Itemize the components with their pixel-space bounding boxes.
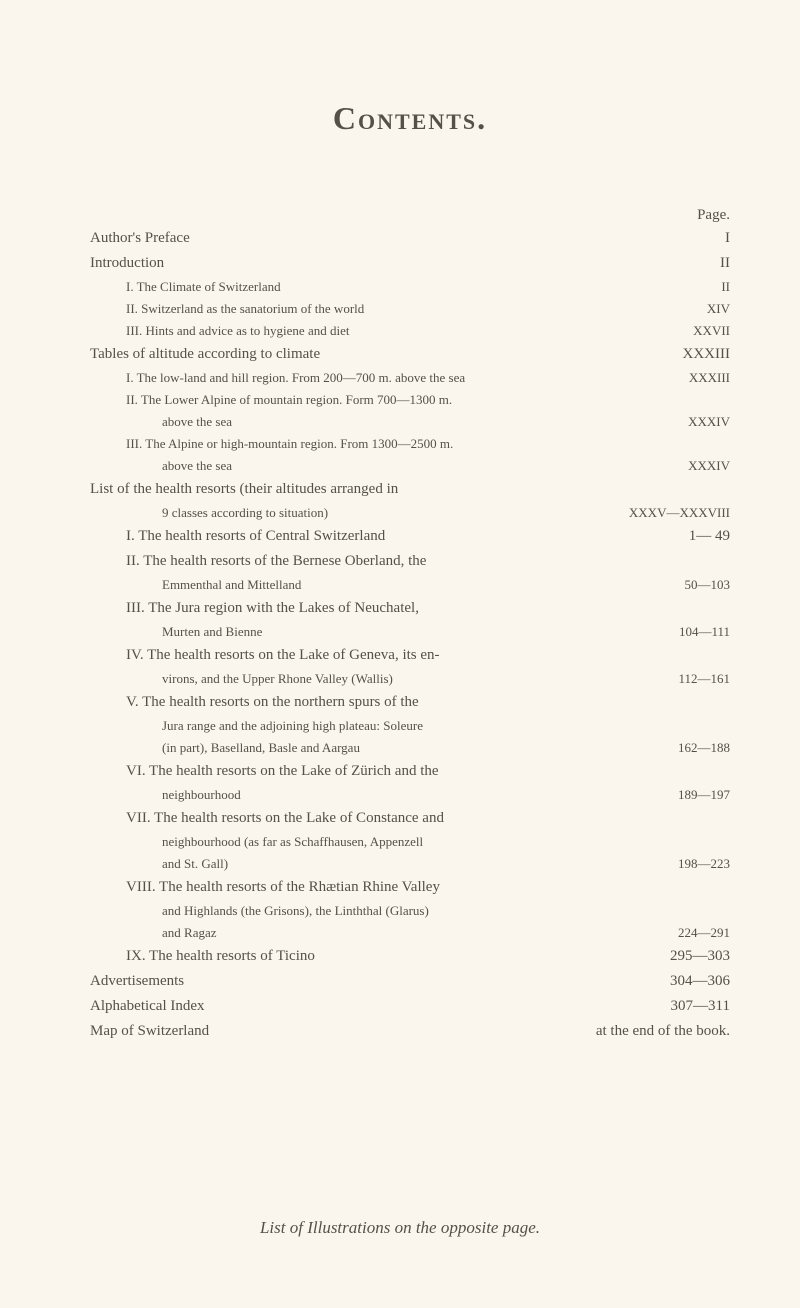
toc-page: 112—161 — [678, 668, 730, 690]
toc-label: Author's Preface — [90, 226, 730, 251]
toc-label: above the sea — [162, 411, 730, 433]
toc-label: I. The Climate of Switzerland — [126, 276, 730, 298]
toc-page: XXVII — [693, 320, 730, 342]
toc-label: and Ragaz — [162, 922, 730, 944]
toc-row: (in part), Baselland, Basle and Aargau16… — [162, 737, 730, 759]
toc-page: 198—223 — [678, 853, 730, 875]
toc-row: I. The health resorts of Central Switzer… — [126, 524, 730, 549]
toc-row: II. Switzerland as the sanatorium of the… — [126, 298, 730, 320]
toc-label: I. The low-land and hill region. From 20… — [126, 367, 730, 389]
toc-label: Tables of altitude according to climate — [90, 342, 730, 367]
toc-label: I. The health resorts of Central Switzer… — [126, 524, 730, 549]
toc-label: Alphabetical Index — [90, 994, 730, 1019]
toc-label: VII. The health resorts on the Lake of C… — [126, 806, 730, 831]
toc-label: neighbourhood — [162, 784, 730, 806]
toc-label: Advertisements — [90, 969, 730, 994]
toc-page: 224—291 — [678, 922, 730, 944]
toc-row: Tables of altitude according to climateX… — [90, 342, 730, 367]
toc-row: and Highlands (the Grisons), the Linthth… — [162, 900, 730, 922]
toc-row: V. The health resorts on the northern sp… — [126, 690, 730, 715]
toc-page: 189—197 — [678, 784, 730, 806]
toc-label: III. The Alpine or high-mountain region.… — [126, 433, 730, 455]
toc-page: at the end of the book. — [596, 1019, 730, 1044]
toc-page: XXXV—XXXVIII — [629, 502, 730, 524]
toc-label: V. The health resorts on the northern sp… — [126, 690, 730, 715]
toc-label: II. Switzerland as the sanatorium of the… — [126, 298, 730, 320]
toc-row: II. The Lower Alpine of mountain region.… — [126, 389, 730, 411]
toc-page: 307—311 — [671, 994, 730, 1019]
toc-row: above the seaXXXIV — [162, 455, 730, 477]
toc-label: (in part), Baselland, Basle and Aargau — [162, 737, 730, 759]
toc-row: Jura range and the adjoining high platea… — [162, 715, 730, 737]
toc-page: XXXIV — [688, 411, 730, 433]
toc-page: XXXIV — [688, 455, 730, 477]
toc-row: 9 classes according to situation)XXXV—XX… — [162, 502, 730, 524]
page-title: Contents. — [90, 100, 730, 137]
toc-label: List of the health resorts (their altitu… — [90, 477, 730, 502]
toc-row: VII. The health resorts on the Lake of C… — [126, 806, 730, 831]
toc-label: VIII. The health resorts of the Rhætian … — [126, 875, 730, 900]
page-label-row: Page. — [90, 207, 730, 224]
toc-page: II — [721, 276, 730, 298]
toc-row: Author's PrefaceI — [90, 226, 730, 251]
toc-row: IV. The health resorts on the Lake of Ge… — [126, 643, 730, 668]
page-label: Page. — [697, 207, 730, 224]
toc-label: neighbourhood (as far as Schaffhausen, A… — [162, 831, 730, 853]
toc-row: VIII. The health resorts of the Rhætian … — [126, 875, 730, 900]
toc-row: List of the health resorts (their altitu… — [90, 477, 730, 502]
toc-label: VI. The health resorts on the Lake of Zü… — [126, 759, 730, 784]
toc-label: IX. The health resorts of Ticino — [126, 944, 730, 969]
toc-row: Advertisements304—306 — [90, 969, 730, 994]
toc-row: Map of Switzerlandat the end of the book… — [90, 1019, 730, 1044]
toc-row: IX. The health resorts of Ticino295—303 — [126, 944, 730, 969]
toc-page: 50—103 — [685, 574, 731, 596]
toc-row: Murten and Bienne104—111 — [162, 621, 730, 643]
toc-label: III. The Jura region with the Lakes of N… — [126, 596, 730, 621]
toc-page: 295—303 — [670, 944, 730, 969]
toc-label: IV. The health resorts on the Lake of Ge… — [126, 643, 730, 668]
toc-label: III. Hints and advice as to hygiene and … — [126, 320, 730, 342]
toc-label: above the sea — [162, 455, 730, 477]
toc-page: XXXIII — [683, 342, 730, 367]
toc-row: Alphabetical Index307—311 — [90, 994, 730, 1019]
footer-note: List of Illustrations on the opposite pa… — [0, 1218, 800, 1238]
toc-label: II. The health resorts of the Bernese Ob… — [126, 549, 730, 574]
toc-row: II. The health resorts of the Bernese Ob… — [126, 549, 730, 574]
contents-page: Contents. Page. Author's PrefaceIIntrodu… — [0, 0, 800, 1308]
toc-list: Author's PrefaceIIntroductionIII. The Cl… — [90, 226, 730, 1044]
toc-row: VI. The health resorts on the Lake of Zü… — [126, 759, 730, 784]
toc-label: and Highlands (the Grisons), the Linthth… — [162, 900, 730, 922]
toc-label: Jura range and the adjoining high platea… — [162, 715, 730, 737]
toc-label: Introduction — [90, 251, 730, 276]
toc-label: Emmenthal and Mittelland — [162, 574, 730, 596]
toc-row: III. The Jura region with the Lakes of N… — [126, 596, 730, 621]
toc-row: I. The low-land and hill region. From 20… — [126, 367, 730, 389]
toc-label: and St. Gall) — [162, 853, 730, 875]
toc-row: above the seaXXXIV — [162, 411, 730, 433]
toc-row: virons, and the Upper Rhone Valley (Wall… — [162, 668, 730, 690]
toc-row: and Ragaz224—291 — [162, 922, 730, 944]
toc-row: III. Hints and advice as to hygiene and … — [126, 320, 730, 342]
toc-page: 1— 49 — [689, 524, 730, 549]
toc-page: I — [725, 226, 730, 251]
toc-row: neighbourhood (as far as Schaffhausen, A… — [162, 831, 730, 853]
toc-label: Murten and Bienne — [162, 621, 730, 643]
toc-label: II. The Lower Alpine of mountain region.… — [126, 389, 730, 411]
toc-page: XIV — [707, 298, 730, 320]
toc-page: 104—111 — [679, 621, 730, 643]
toc-page: 162—188 — [678, 737, 730, 759]
toc-row: I. The Climate of SwitzerlandII — [126, 276, 730, 298]
toc-page: XXXIII — [689, 367, 730, 389]
toc-row: Emmenthal and Mittelland50—103 — [162, 574, 730, 596]
toc-row: III. The Alpine or high-mountain region.… — [126, 433, 730, 455]
toc-page: 304—306 — [670, 969, 730, 994]
toc-row: neighbourhood189—197 — [162, 784, 730, 806]
toc-row: and St. Gall)198—223 — [162, 853, 730, 875]
toc-page: II — [720, 251, 730, 276]
toc-label: virons, and the Upper Rhone Valley (Wall… — [162, 668, 730, 690]
toc-row: IntroductionII — [90, 251, 730, 276]
